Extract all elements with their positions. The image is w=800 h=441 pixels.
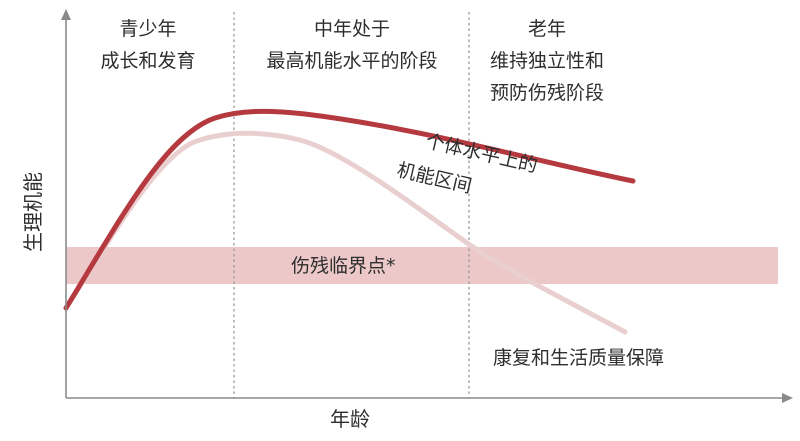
phase-youth-desc: 成长和发育 bbox=[100, 50, 195, 72]
phase-old-age-desc-1: 维持独立性和 bbox=[490, 50, 604, 72]
y-axis-title: 生理机能 bbox=[21, 172, 45, 252]
x-axis-title: 年龄 bbox=[330, 407, 370, 431]
phase-old-age-desc-2: 预防伤残阶段 bbox=[490, 82, 604, 104]
main-function-curve bbox=[63, 108, 636, 311]
axes bbox=[61, 9, 793, 403]
phase-youth-title: 青少年 bbox=[119, 18, 176, 40]
phase-midlife-desc: 最高机能水平的阶段 bbox=[266, 50, 437, 72]
individual-range-label-2: 机能区间 bbox=[395, 159, 474, 198]
phase-midlife-title: 中年处于 bbox=[314, 18, 390, 40]
y-axis-arrow-icon bbox=[61, 9, 71, 20]
rehab-quality-label: 康复和生活质量保障 bbox=[493, 347, 664, 369]
disability-threshold-band bbox=[66, 247, 778, 284]
phase-old-age-title: 老年 bbox=[528, 18, 566, 40]
x-axis-arrow-icon bbox=[782, 393, 793, 403]
disability-threshold-label: 伤残临界点* bbox=[291, 255, 396, 277]
lower-function-curve bbox=[63, 130, 628, 335]
